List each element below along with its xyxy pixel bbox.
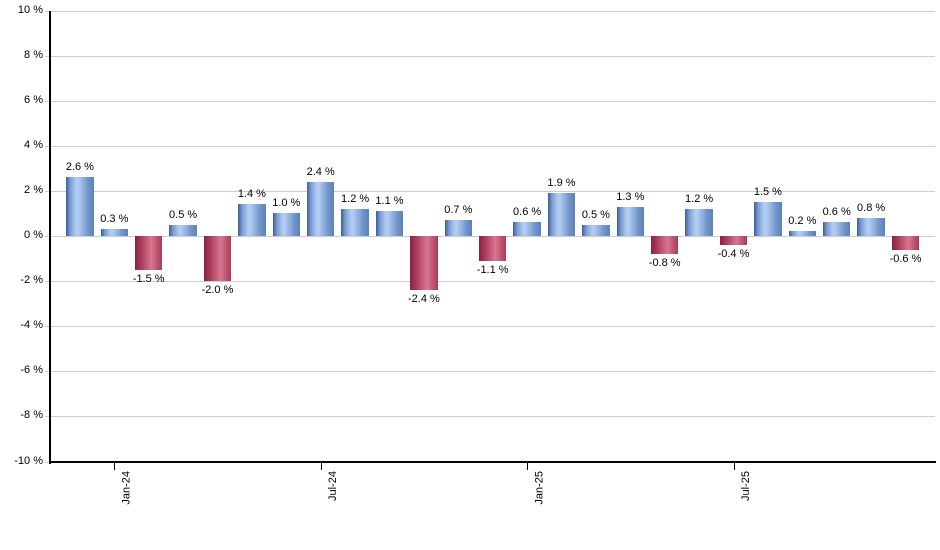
y-axis-tick-label: -10 %	[14, 454, 43, 467]
bar-16	[582, 224, 610, 236]
y-axis-tick-label: 10 %	[17, 3, 43, 16]
bar-13	[479, 236, 507, 261]
bar-7	[272, 213, 300, 236]
x-axis-line	[48, 461, 936, 463]
x-axis-tick	[320, 463, 322, 470]
bar-10	[375, 211, 404, 236]
bar-value-label: 1.3 %	[616, 190, 645, 203]
gridline--8	[44, 416, 935, 418]
gridline-8	[44, 55, 935, 57]
gridline-2	[44, 190, 935, 192]
bar-3	[135, 236, 163, 270]
bar-1	[66, 177, 94, 236]
bar-15	[547, 193, 576, 236]
bar-value-label: 0.8 %	[857, 201, 886, 214]
gridline--6	[44, 371, 935, 373]
y-axis-tick-label: 4 %	[24, 138, 43, 151]
y-axis-tick-label: 0 %	[24, 229, 43, 241]
bar-22	[788, 231, 816, 236]
x-axis-tick-label: Jul-24	[327, 470, 340, 501]
gridline-6	[44, 100, 935, 102]
bar-value-label: -0.4 %	[717, 248, 750, 261]
bar-11	[410, 236, 438, 291]
bar-4	[169, 224, 197, 236]
bar-8	[307, 181, 335, 236]
bar-value-label: 0.6 %	[822, 206, 851, 219]
y-axis-tick-label: 6 %	[24, 93, 43, 106]
y-axis-tick-label: 8 %	[24, 48, 43, 61]
x-axis-tick-label: Jan-25	[533, 470, 546, 505]
y-axis-line	[48, 10, 51, 464]
bar-value-label: 1.4 %	[237, 188, 266, 201]
bar-6	[238, 204, 266, 236]
bar-2	[100, 229, 128, 236]
bar-value-label: 1.5 %	[753, 186, 782, 199]
bar-value-label: 2.6 %	[65, 161, 94, 174]
gridline--2	[44, 281, 935, 283]
bar-value-label: 1.2 %	[341, 192, 370, 205]
y-axis-tick-label: -4 %	[20, 319, 43, 332]
bar-24	[857, 217, 885, 236]
bar-value-label: -2.4 %	[407, 293, 440, 306]
bar-value-label: 0.5 %	[169, 208, 198, 221]
bar-23	[823, 222, 851, 236]
bar-17	[616, 206, 644, 236]
bar-value-label: 1.9 %	[547, 177, 576, 190]
bar-value-label: 0.7 %	[444, 204, 473, 217]
x-axis-tick	[114, 463, 116, 470]
gridline-10	[44, 10, 935, 12]
bar-value-label: -0.6 %	[889, 252, 922, 265]
y-axis-tick-label: -6 %	[20, 364, 43, 377]
x-axis-tick-label: Jul-25	[739, 470, 752, 501]
gridline-4	[44, 145, 935, 147]
y-axis-tick-label: -2 %	[20, 274, 43, 287]
bar-value-label: -0.8 %	[648, 257, 681, 270]
bar-9	[341, 208, 369, 236]
bar-value-label: -2.0 %	[201, 284, 234, 297]
bar-value-label: 0.6 %	[513, 206, 542, 219]
bar-value-label: 1.1 %	[375, 195, 404, 208]
bar-value-label: -1.1 %	[476, 263, 509, 276]
bar-value-label: 1.0 %	[272, 197, 301, 210]
bar-value-label: 0.2 %	[788, 215, 817, 228]
bar-14	[513, 222, 541, 236]
x-axis-tick-label: Jan-24	[120, 470, 133, 505]
bar-25	[891, 236, 920, 250]
bar-value-label: -1.5 %	[132, 272, 165, 285]
bar-20	[719, 236, 748, 246]
bar-12	[444, 220, 472, 236]
bar-18	[651, 236, 679, 255]
x-axis-tick	[733, 463, 735, 470]
bar-value-label: 2.4 %	[306, 165, 335, 178]
y-axis-tick-label: 2 %	[24, 183, 43, 196]
bar-21	[754, 202, 782, 236]
y-axis-tick-label: -8 %	[20, 409, 43, 422]
gridline--4	[44, 326, 935, 328]
bar-value-label: 1.2 %	[685, 192, 714, 205]
bar-value-label: 0.3 %	[100, 213, 129, 226]
x-axis-tick	[527, 463, 529, 470]
bar-5	[203, 236, 232, 282]
bar-19	[685, 208, 713, 236]
bar-value-label: 0.5 %	[581, 208, 610, 221]
